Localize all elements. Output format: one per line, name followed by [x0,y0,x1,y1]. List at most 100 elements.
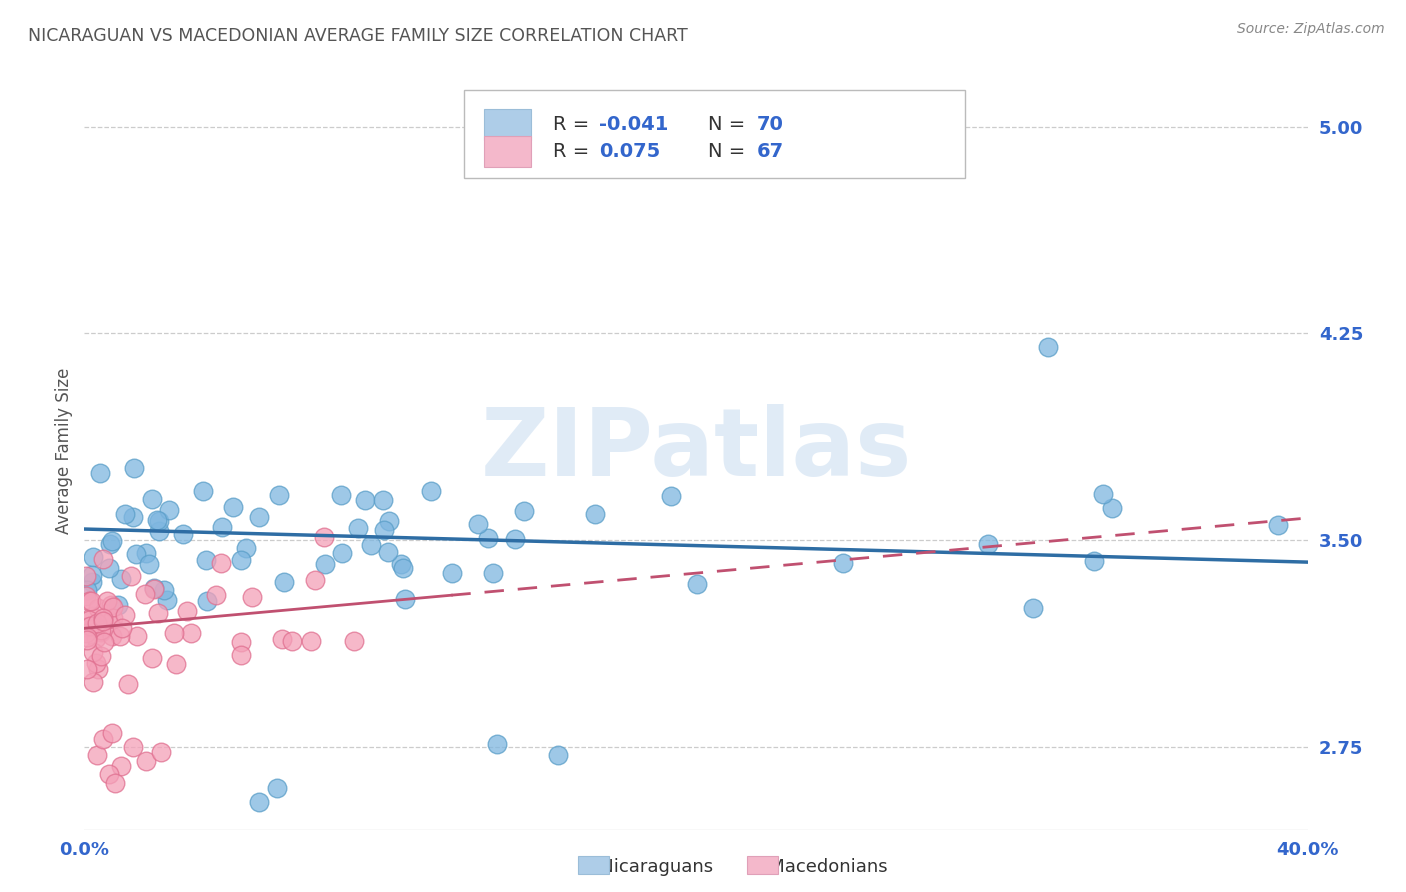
Point [159,502,181,516]
Point [82,549,104,564]
Point [138,557,160,571]
Point [104,775,127,789]
Point [82,645,104,659]
Text: 67: 67 [758,142,785,161]
Point [84,632,107,646]
Point [101,610,124,624]
Point [82,575,104,590]
Point [419,483,441,498]
Point [229,635,252,649]
Point [110,572,132,586]
Point [482,566,505,581]
Point [360,538,382,552]
Point [97,767,120,781]
Point [266,781,288,796]
Text: R =: R = [553,115,595,134]
Point [354,493,377,508]
Point [209,556,232,570]
Point [76,582,98,597]
Point [75,589,97,603]
Point [165,657,187,672]
Point [149,745,172,759]
Point [976,537,998,551]
Y-axis label: Average Family Size: Average Family Size [55,368,73,533]
Point [76,631,98,645]
Point [101,599,124,614]
Point [440,566,463,580]
Point [91,611,114,625]
Point [148,524,170,539]
Point [84,618,107,632]
Point [312,530,335,544]
Point [84,656,107,670]
Point [1022,601,1045,615]
Point [110,759,132,773]
Point [86,601,108,615]
Point [93,635,115,649]
Point [205,588,228,602]
Text: N =: N = [709,115,752,134]
Point [222,500,245,515]
Point [141,492,163,507]
Point [686,576,709,591]
Point [195,553,218,567]
Point [80,608,103,623]
Point [247,509,270,524]
Point [377,544,399,558]
Point [394,591,416,606]
Point [76,633,98,648]
Point [486,737,509,751]
Point [142,582,165,596]
Point [503,533,526,547]
Point [93,614,115,628]
Point [90,625,112,640]
Point [269,488,291,502]
Point [91,552,114,566]
Point [80,593,103,607]
Point [134,587,156,601]
Point [583,508,606,522]
Point [87,662,110,676]
Point [389,557,412,571]
Point [135,546,157,560]
Point [135,754,157,768]
Text: Nicaraguans: Nicaraguans [583,858,714,876]
Point [378,514,401,528]
Bar [484,136,531,167]
Text: Macedonians: Macedonians [752,858,887,876]
Point [111,621,134,635]
Point [122,510,145,524]
Point [242,590,264,604]
Point [90,648,112,663]
Point [146,607,169,621]
Bar [484,109,531,139]
Point [142,581,165,595]
Point [229,552,252,566]
Point [91,731,114,746]
Point [1083,554,1105,568]
FancyBboxPatch shape [464,90,965,178]
Point [346,521,368,535]
Point [86,616,108,631]
Point [1267,517,1289,532]
Point [82,674,104,689]
Point [247,795,270,809]
Point [299,633,322,648]
Point [163,626,186,640]
Point [75,569,97,583]
Point [107,598,129,612]
Point [831,557,853,571]
Point [117,677,139,691]
Point [343,633,366,648]
Point [79,618,101,632]
Text: 0.075: 0.075 [599,142,661,161]
Point [211,520,233,534]
Point [98,537,121,551]
Point [281,634,304,648]
Point [477,531,499,545]
Point [176,604,198,618]
Point [122,739,145,754]
Point [180,625,202,640]
Point [330,546,353,560]
Point [108,629,131,643]
